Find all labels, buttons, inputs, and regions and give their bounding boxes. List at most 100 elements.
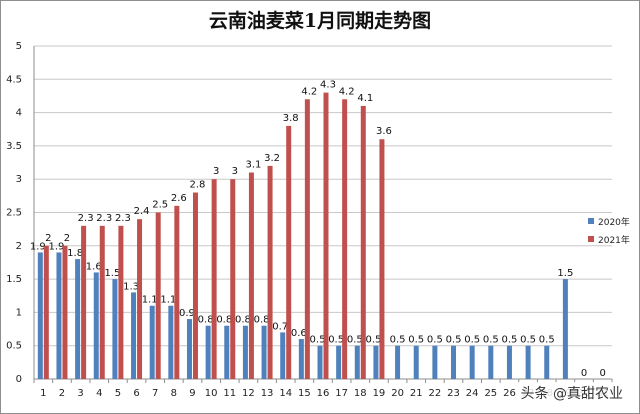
data-label-2020: 1.9 xyxy=(30,241,46,252)
bar-2021 xyxy=(137,219,143,379)
bar-2021 xyxy=(267,165,273,379)
data-label-2020: 1.3 xyxy=(123,281,139,292)
data-label-2021: 4.2 xyxy=(339,86,355,97)
data-label-2021: 3 xyxy=(213,166,219,177)
bar-2020 xyxy=(280,332,286,379)
data-label-2020: 0.6 xyxy=(291,328,307,339)
bar-2020 xyxy=(112,279,118,379)
data-label-2021: 2.4 xyxy=(134,206,150,217)
data-label-2020: 1.1 xyxy=(142,295,158,306)
bar-2020 xyxy=(488,345,494,379)
y-tick-label: 1.5 xyxy=(6,274,22,285)
x-tick-label: 3 xyxy=(77,388,83,399)
bar-2020 xyxy=(469,345,475,379)
bar-2021 xyxy=(248,172,254,379)
data-label-2020: 0.5 xyxy=(520,335,536,346)
x-tick-label: 13 xyxy=(261,388,274,399)
chart-title: 云南油麦菜1月同期走势图 xyxy=(208,10,432,32)
bar-2020 xyxy=(168,305,174,379)
bar-2020 xyxy=(432,345,438,379)
x-tick-label: 18 xyxy=(354,388,367,399)
bar-2021 xyxy=(174,205,180,379)
x-tick-label: 23 xyxy=(447,388,460,399)
x-tick-label: 10 xyxy=(205,388,218,399)
data-label-2021: 3.2 xyxy=(264,153,280,164)
bar-2020 xyxy=(395,345,401,379)
bar-2020 xyxy=(506,345,512,379)
data-label-2021: 4.3 xyxy=(320,80,336,91)
bar-2021 xyxy=(62,245,68,379)
x-tick-label: 24 xyxy=(466,388,479,399)
data-label-2021: 2.6 xyxy=(171,193,187,204)
data-label-2021: 3.6 xyxy=(376,126,392,137)
y-tick-label: 4.5 xyxy=(6,74,22,85)
bar-2020 xyxy=(75,259,81,379)
bar-2020 xyxy=(525,345,531,379)
data-label-2020: 0 xyxy=(581,368,587,379)
data-label-2021: 3 xyxy=(232,166,238,177)
bar-2021 xyxy=(99,225,105,379)
data-label-2020: 0.8 xyxy=(198,315,214,326)
data-label-2020: 1.8 xyxy=(67,248,83,259)
y-tick-label: 1 xyxy=(16,307,22,318)
bar-2020 xyxy=(37,252,43,379)
x-tick-label: 26 xyxy=(503,388,516,399)
bar-2021 xyxy=(118,225,124,379)
data-label-2021: 2.8 xyxy=(190,180,206,191)
x-tick-label: 12 xyxy=(242,388,255,399)
data-label-2020: 1.5 xyxy=(557,268,573,279)
data-label-2021: 2.3 xyxy=(96,213,112,224)
bar-2021 xyxy=(286,125,292,379)
data-label-2020: 0.5 xyxy=(483,335,499,346)
bar-2020 xyxy=(298,339,304,379)
bar-2020 xyxy=(93,272,99,379)
data-label-2021: 3.8 xyxy=(283,113,299,124)
data-label-2020: 1.5 xyxy=(104,268,120,279)
data-label-2020: 0.5 xyxy=(328,335,344,346)
bar-2021 xyxy=(81,225,87,379)
bar-2020 xyxy=(413,345,419,379)
data-label-2020: 0.5 xyxy=(390,335,406,346)
data-label-2020: 1.9 xyxy=(49,241,65,252)
legend-swatch-2021 xyxy=(588,236,594,242)
y-tick-label: 5 xyxy=(16,41,22,52)
bar-2020 xyxy=(562,279,568,379)
legend-item-2021: 2021年 xyxy=(588,230,630,248)
data-label-2020: 0.5 xyxy=(539,335,555,346)
bar-2020 xyxy=(354,345,360,379)
bar-2021 xyxy=(304,99,310,379)
x-tick-label: 25 xyxy=(484,388,497,399)
y-tick-label: 2.5 xyxy=(6,208,22,219)
data-label-2020: 0.7 xyxy=(272,321,288,332)
data-label-2020: 0.5 xyxy=(464,335,480,346)
bar-2020 xyxy=(205,325,211,379)
data-label-2020: 0.5 xyxy=(310,335,326,346)
data-label-2021: 4.2 xyxy=(301,86,317,97)
bar-2020 xyxy=(336,345,342,379)
y-tick-label: 4 xyxy=(16,108,22,119)
data-label-2021: 4.1 xyxy=(357,93,373,104)
data-label-2021: 2.5 xyxy=(152,200,168,211)
x-tick-label: 9 xyxy=(189,388,195,399)
bar-2021 xyxy=(342,99,348,379)
data-label-2020: 0.5 xyxy=(408,335,424,346)
data-label-2020: 0.9 xyxy=(179,308,195,319)
bar-2021 xyxy=(43,245,49,379)
x-tick-label: 21 xyxy=(410,388,423,399)
x-tick-label: 7 xyxy=(152,388,158,399)
y-tick-label: 2 xyxy=(16,241,22,252)
bar-2020 xyxy=(186,319,192,379)
x-tick-label: 14 xyxy=(279,388,292,399)
bar-2020 xyxy=(56,252,62,379)
bar-2020 xyxy=(544,345,550,379)
bar-2020 xyxy=(451,345,457,379)
bar-2020 xyxy=(224,325,230,379)
x-tick-label: 4 xyxy=(96,388,102,399)
x-tick-label: 2 xyxy=(59,388,65,399)
bar-2021 xyxy=(211,179,217,379)
bar-2020 xyxy=(149,305,155,379)
data-label-2020: 0.8 xyxy=(254,315,270,326)
bar-2021 xyxy=(192,192,198,379)
bar-2020 xyxy=(373,345,379,379)
